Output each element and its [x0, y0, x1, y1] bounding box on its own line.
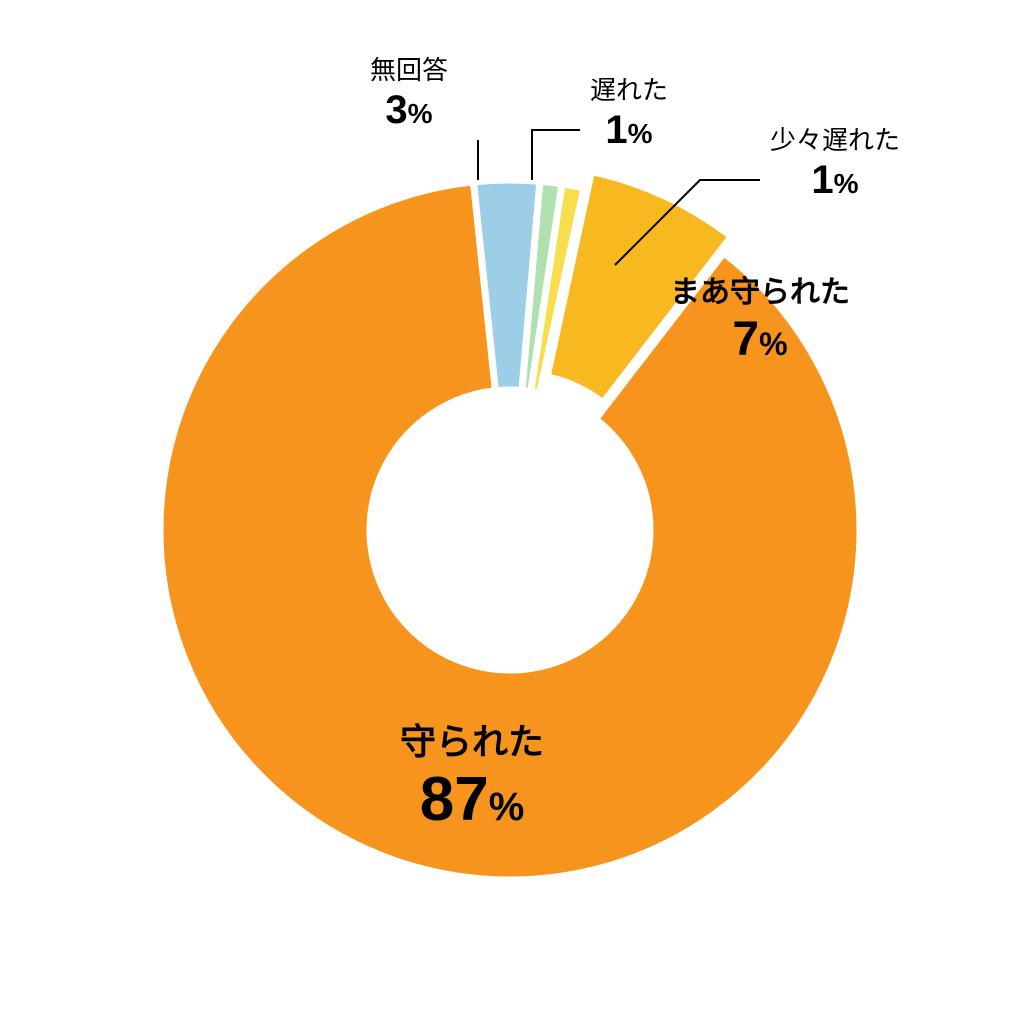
label-no_answer: 無回答3% [370, 55, 448, 134]
donut-chart: 無回答3%遅れた1%少々遅れた1%まあ守られた7%守られた87% [0, 0, 1021, 1020]
label-value-slightly_late: 1% [770, 156, 900, 204]
label-slightly_late: 少々遅れた1% [770, 125, 900, 204]
label-value-no_answer: 3% [370, 86, 448, 134]
label-value-late: 1% [590, 106, 668, 154]
label-name-kept: 守られた [400, 720, 544, 763]
label-late: 遅れた1% [590, 75, 668, 154]
leader-late [532, 130, 580, 180]
label-mostly_kept: まあ守られた7% [670, 275, 850, 369]
label-kept: 守られた87% [400, 720, 544, 838]
label-value-kept: 87% [400, 763, 544, 837]
label-name-late: 遅れた [590, 75, 668, 106]
label-name-no_answer: 無回答 [370, 55, 448, 86]
label-value-mostly_kept: 7% [670, 311, 850, 369]
label-name-slightly_late: 少々遅れた [770, 125, 900, 156]
label-name-mostly_kept: まあ守られた [670, 275, 850, 311]
